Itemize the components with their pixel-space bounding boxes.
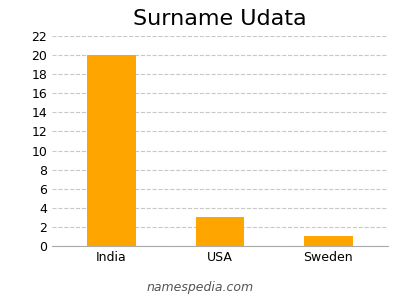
Bar xyxy=(87,55,136,246)
Bar xyxy=(196,218,244,246)
Text: namespedia.com: namespedia.com xyxy=(146,281,254,294)
Title: Surname Udata: Surname Udata xyxy=(133,9,307,29)
Bar xyxy=(304,236,353,246)
